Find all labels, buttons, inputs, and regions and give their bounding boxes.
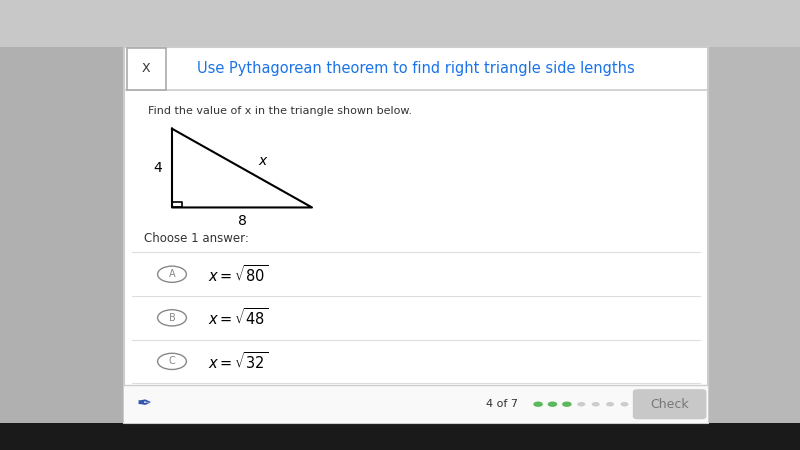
Text: Find the value of x in the triangle shown below.: Find the value of x in the triangle show… [148,106,412,116]
Bar [0,423,800,450]
Circle shape [578,402,586,406]
Text: $x = \sqrt{32}$: $x = \sqrt{32}$ [208,351,268,372]
Text: Choose 1 answer:: Choose 1 answer: [144,233,249,245]
Text: B: B [169,313,175,323]
Bar [124,385,708,423]
Text: Use Pythagorean theorem to find right triangle side lengths: Use Pythagorean theorem to find right tr… [197,61,635,76]
Text: 4 of 7: 4 of 7 [486,399,518,409]
Text: ✒: ✒ [137,395,151,413]
Text: 4: 4 [154,161,162,175]
Text: $x = \sqrt{80}$: $x = \sqrt{80}$ [208,264,268,285]
FancyBboxPatch shape [633,389,706,419]
Bar [0,0,800,47]
Circle shape [621,402,629,406]
FancyBboxPatch shape [124,47,708,423]
Text: x: x [258,154,266,168]
Text: Check: Check [650,398,689,411]
Text: A: A [169,269,175,279]
Circle shape [562,401,572,407]
Circle shape [548,401,558,407]
FancyBboxPatch shape [127,48,166,90]
Circle shape [606,402,614,406]
Bar [0,0,124,450]
Text: X: X [142,63,150,75]
Circle shape [592,402,600,406]
Circle shape [534,401,543,407]
Text: C: C [169,356,175,366]
Bar [708,0,800,450]
Text: 8: 8 [238,214,246,228]
Text: $x = \sqrt{48}$: $x = \sqrt{48}$ [208,307,268,328]
